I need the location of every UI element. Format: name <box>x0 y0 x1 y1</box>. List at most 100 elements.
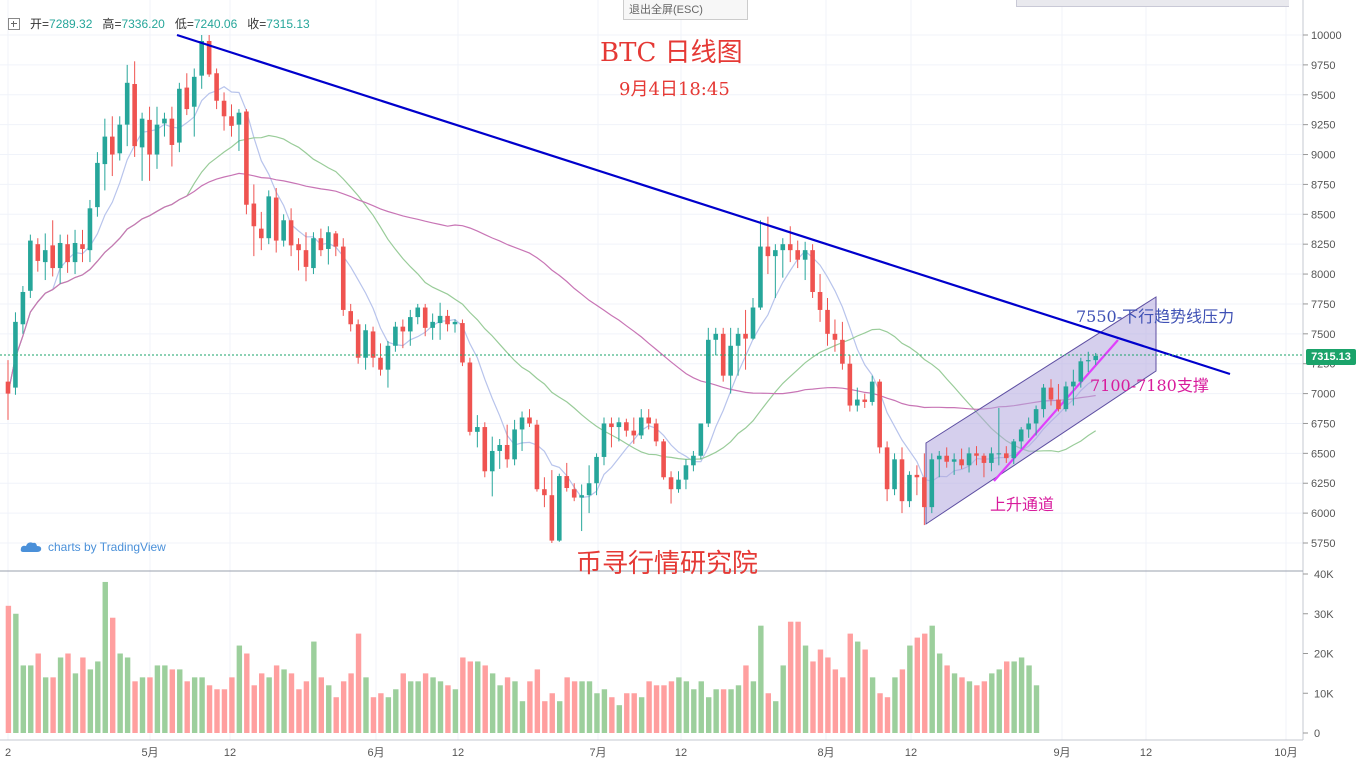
volume-bar <box>832 669 839 733</box>
candle-body <box>780 244 786 251</box>
candle-body <box>706 339 711 424</box>
volume-bar <box>862 649 868 733</box>
candle-body <box>542 489 547 496</box>
candle <box>281 214 286 247</box>
close-label: 收 <box>247 17 260 31</box>
candle <box>996 407 1002 466</box>
volume-bar <box>1018 657 1025 733</box>
candle-body <box>311 238 316 269</box>
candle-body <box>95 162 100 208</box>
candle <box>557 473 562 542</box>
volume-bar <box>117 653 123 733</box>
volume-bar <box>460 657 466 733</box>
candle <box>363 324 368 370</box>
candle-body <box>57 242 63 269</box>
exit-fullscreen-button[interactable]: 退出全屏(ESC) <box>623 0 748 20</box>
price-tick-label: 6250 <box>1311 478 1335 490</box>
volume-bar <box>795 621 801 733</box>
candle-body <box>504 444 510 460</box>
candle <box>1011 439 1017 465</box>
candle-body <box>534 424 540 490</box>
candle <box>266 190 272 245</box>
candle-body <box>221 100 227 117</box>
candle-body <box>564 476 570 489</box>
candle-body <box>162 118 167 124</box>
candle-body <box>1041 387 1046 410</box>
candle <box>840 321 845 370</box>
candle-body <box>1071 381 1076 387</box>
candle-body <box>996 453 1002 455</box>
volume-bar <box>594 693 600 733</box>
candle <box>825 297 830 346</box>
candle-body <box>489 450 495 472</box>
volume-bar <box>542 701 548 733</box>
candle-body <box>251 203 257 227</box>
volume-bar <box>266 677 272 733</box>
candle <box>333 231 339 257</box>
candle <box>475 415 480 448</box>
volume-bar <box>817 649 824 733</box>
price-tick-label: 9250 <box>1311 120 1335 132</box>
volume-bar <box>914 637 920 733</box>
candle-body <box>855 399 860 406</box>
candle <box>318 228 324 257</box>
candle <box>661 439 666 480</box>
candle <box>385 340 391 388</box>
candle <box>907 471 912 508</box>
expand-icon[interactable] <box>8 17 20 30</box>
volume-bar <box>363 677 369 733</box>
high-value: 7336.20 <box>121 17 165 31</box>
candle-body <box>363 330 368 358</box>
candle <box>72 229 78 275</box>
candle-body <box>1078 361 1084 382</box>
candle-body <box>579 495 584 498</box>
candle <box>102 118 108 191</box>
candle <box>869 375 875 406</box>
candle-body <box>557 476 562 541</box>
time-tick-label: 12 <box>452 747 464 759</box>
candle-body <box>482 427 488 472</box>
annotation-support: 7100-7180支撑 <box>1090 376 1209 395</box>
volume-bar <box>110 617 116 733</box>
volume-bar <box>340 681 347 733</box>
candle-body <box>966 453 972 466</box>
volume-bar <box>884 697 891 733</box>
candle-body <box>512 429 517 460</box>
candle <box>57 234 63 284</box>
volume-bar <box>348 673 354 733</box>
volume-bar <box>214 689 220 733</box>
candle <box>884 441 890 502</box>
price-tick-label: 8000 <box>1311 269 1335 281</box>
downtrend-line[interactable] <box>176 33 1231 376</box>
price-tick-label: 9500 <box>1311 90 1335 102</box>
candle-body <box>795 250 800 260</box>
volume-bar <box>951 673 958 733</box>
volume-bar <box>393 689 399 733</box>
candle <box>1071 369 1076 406</box>
candle-body <box>1085 360 1091 362</box>
candle <box>974 446 979 466</box>
candle-body <box>259 228 264 239</box>
candle-body <box>35 244 41 261</box>
volume-bar <box>519 701 526 733</box>
volume-tick-label: 40K <box>1314 569 1334 581</box>
time-tick-label: 10月 <box>1274 747 1297 759</box>
volume-bar <box>1033 685 1040 733</box>
candle <box>892 453 897 496</box>
candle-body <box>773 250 778 257</box>
candle <box>460 319 465 367</box>
volume-bar <box>408 681 414 733</box>
tradingview-branding[interactable]: charts by TradingView <box>20 540 166 554</box>
candle <box>430 313 435 340</box>
price-tick-label: 8500 <box>1311 209 1335 221</box>
candle <box>832 319 838 352</box>
volume-tick-label: 20K <box>1314 649 1334 661</box>
candle <box>1063 381 1069 412</box>
candle <box>989 447 994 472</box>
candle <box>1056 384 1061 412</box>
candle-body <box>154 124 160 155</box>
candle <box>959 448 964 469</box>
volume-bar <box>750 681 757 733</box>
price-tick-label: 9000 <box>1311 150 1335 162</box>
